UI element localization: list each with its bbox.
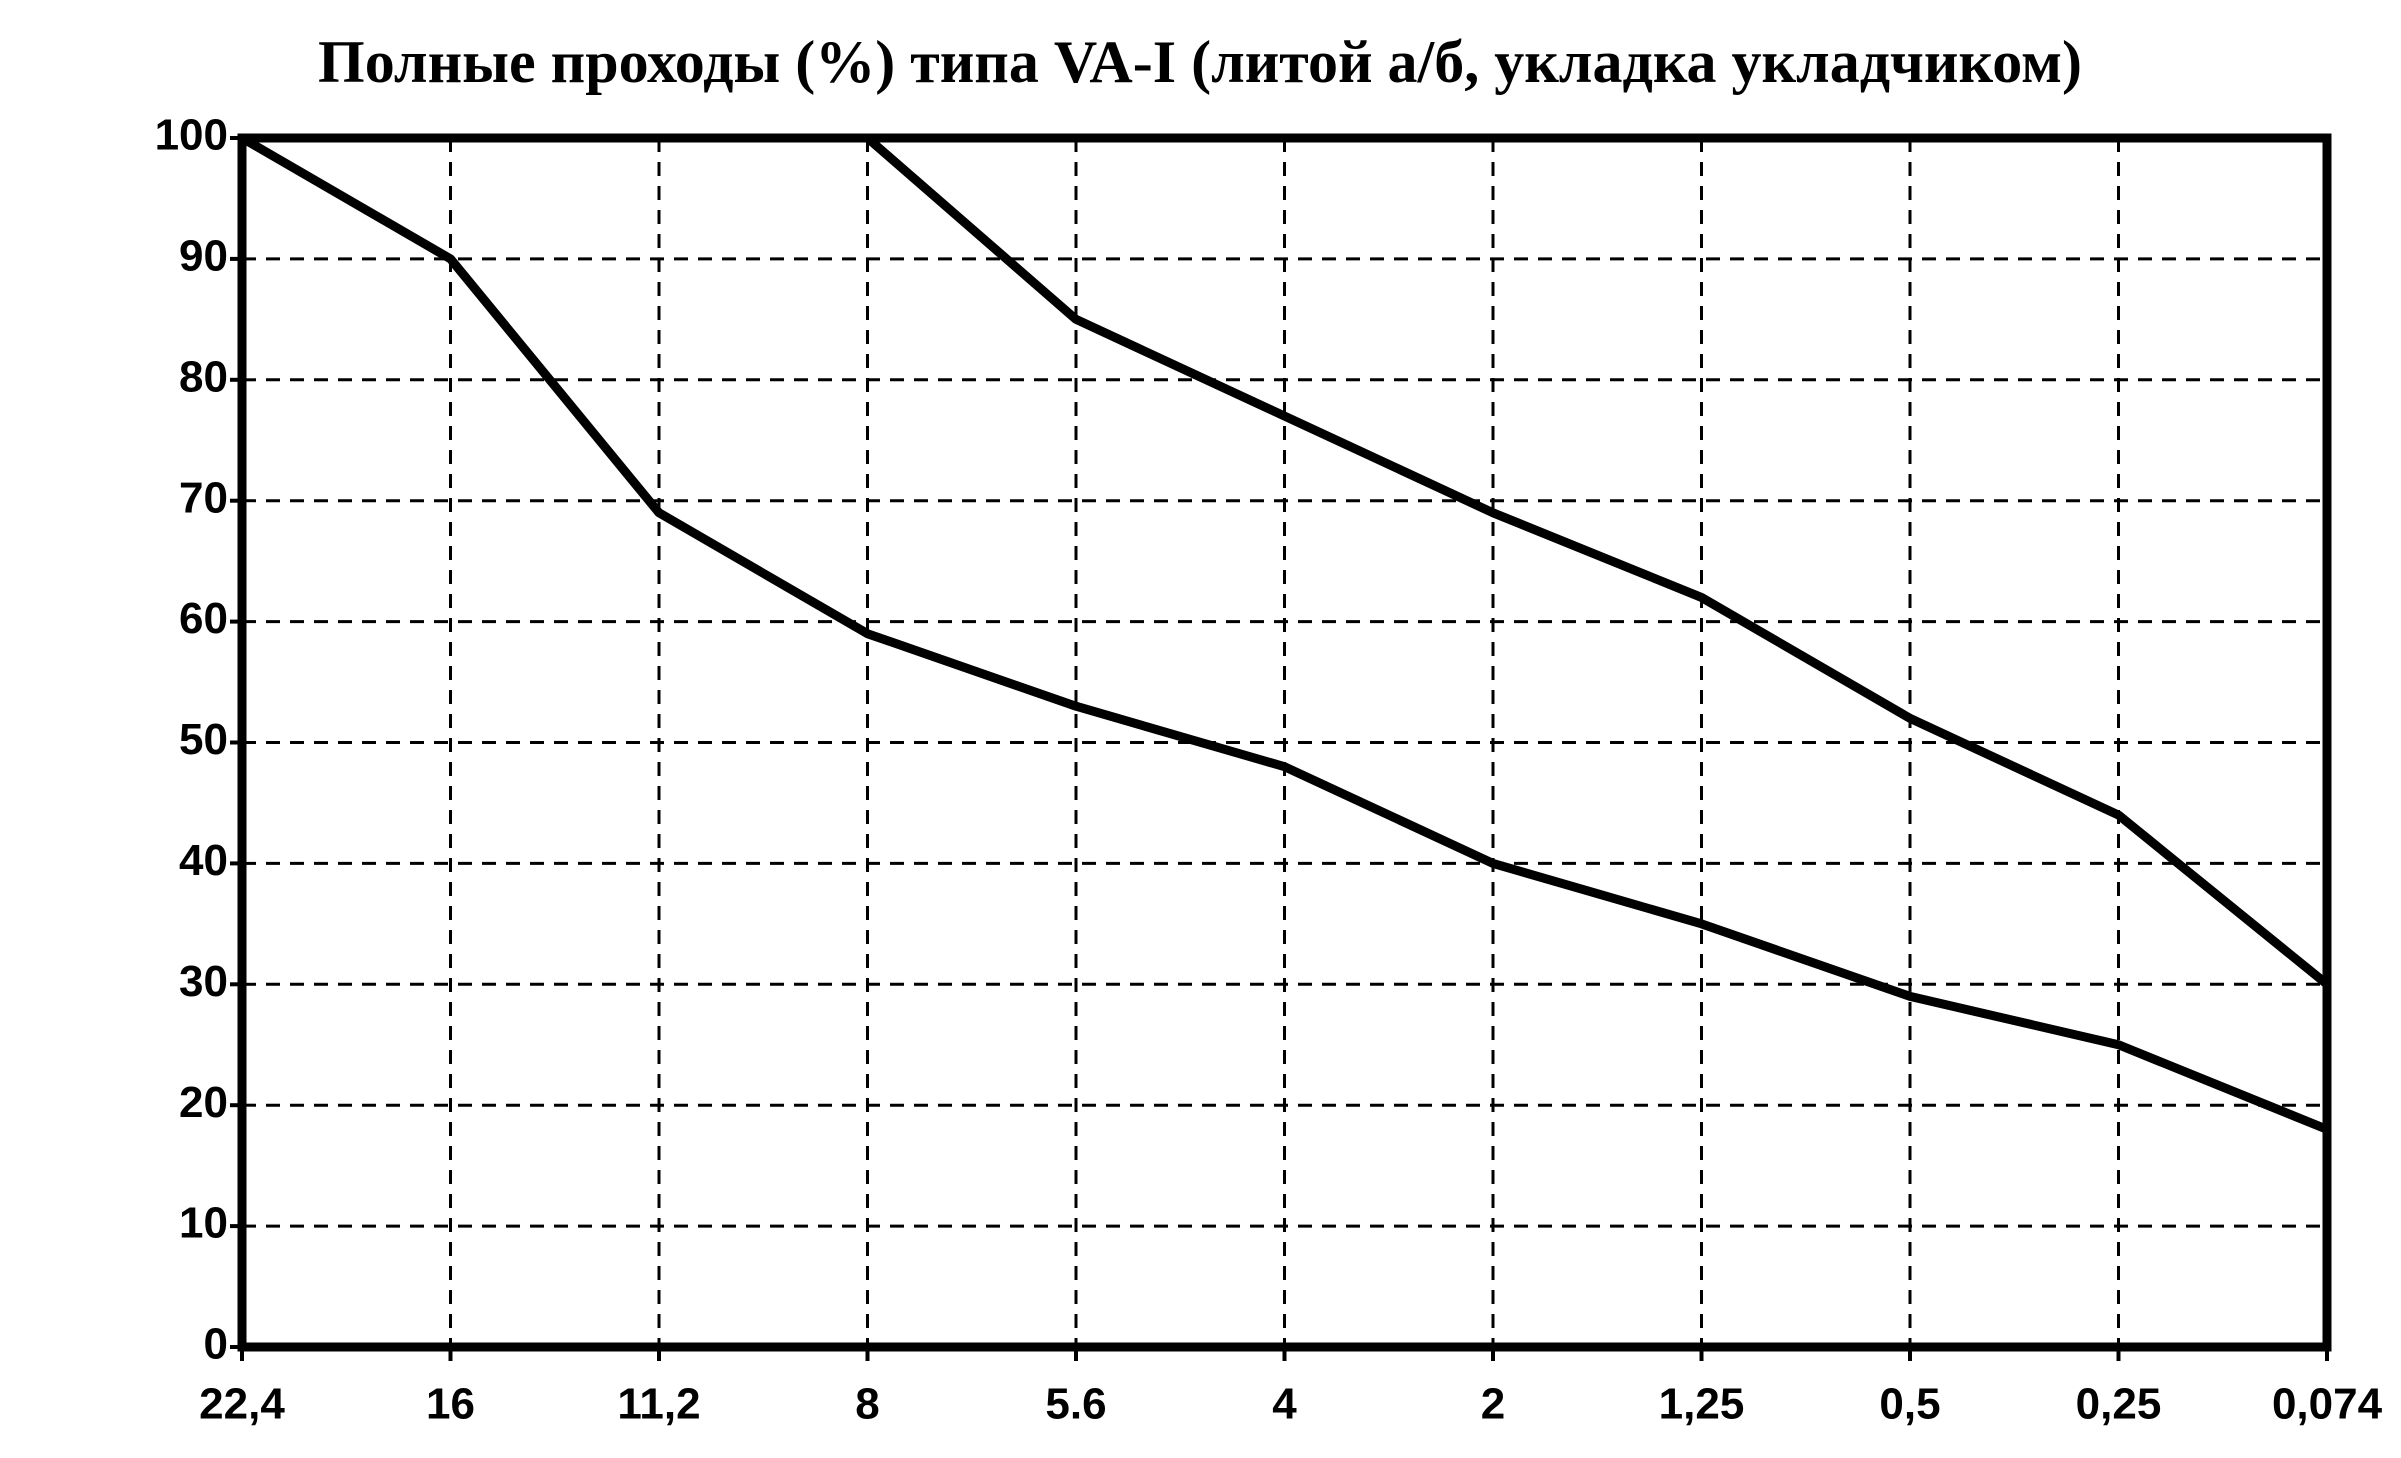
data-line [242, 133, 2330, 988]
x-tick-label: 16 [426, 1380, 475, 1429]
y-tick-label: 70 [179, 473, 228, 522]
y-tick-label: 100 [155, 111, 228, 160]
x-tick-label: 5.6 [1045, 1380, 1106, 1429]
x-tick-label: 2 [1481, 1380, 1505, 1429]
y-tick-label: 20 [179, 1078, 228, 1127]
chart-title: Полные проходы (%) типа VA-I (литой а/б,… [318, 29, 2082, 95]
x-tick-label: 4 [1272, 1380, 1297, 1429]
y-tick-label: 0 [204, 1320, 228, 1369]
y-tick-label: 30 [179, 957, 228, 1006]
y-tick-label: 90 [179, 232, 228, 281]
y-tick-label: 60 [179, 594, 228, 643]
x-tick-label: 22,4 [199, 1380, 285, 1429]
x-tick-label: 0,074 [2272, 1380, 2383, 1429]
x-tick-label: 11,2 [617, 1380, 700, 1429]
x-tick-label: 0,25 [2076, 1380, 2162, 1429]
y-tick-label: 40 [179, 836, 228, 885]
plot-frame [237, 133, 2332, 1352]
data-line [239, 134, 2329, 1134]
x-tick-label: 8 [855, 1380, 879, 1429]
x-tick-label: 0,5 [1879, 1380, 1940, 1429]
y-tick-label: 50 [179, 715, 228, 764]
y-tick-label: 10 [179, 1199, 228, 1248]
x-tick-label: 1,25 [1659, 1380, 1745, 1429]
y-tick-label: 80 [179, 352, 228, 401]
